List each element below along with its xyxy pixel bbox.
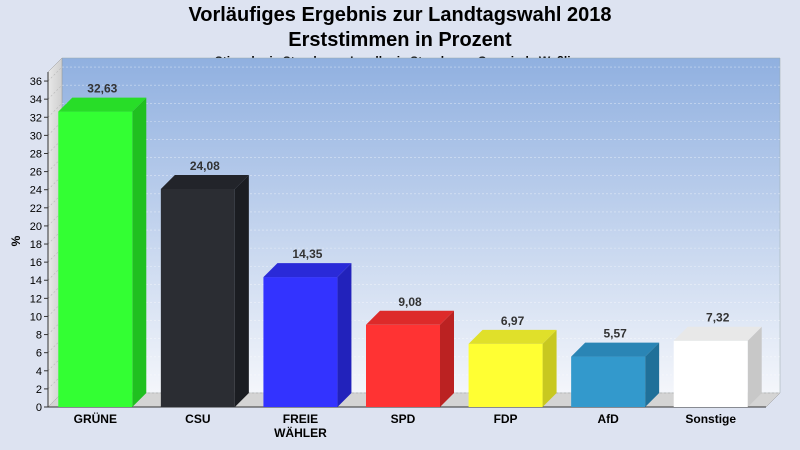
bar-side xyxy=(234,174,249,407)
data-label: 14,35 xyxy=(292,247,322,261)
data-label: 24,08 xyxy=(190,159,220,173)
data-label: 5,57 xyxy=(603,327,627,341)
y-tick-label: 20 xyxy=(30,221,42,233)
y-tick-label: 24 xyxy=(30,185,42,197)
bar-side xyxy=(337,263,352,407)
bar-top xyxy=(366,310,454,325)
chart-title: Vorläufiges Ergebnis zur Landtagswahl 20… xyxy=(188,4,612,26)
data-label: 7,32 xyxy=(706,311,730,325)
bar-side xyxy=(747,326,762,407)
y-tick-label: 4 xyxy=(36,366,42,378)
y-tick-label: 30 xyxy=(30,130,42,142)
grid-line xyxy=(47,103,63,118)
bar xyxy=(263,277,338,407)
bar-side xyxy=(645,342,660,407)
data-label: 6,97 xyxy=(501,314,525,328)
y-tick-label: 16 xyxy=(30,257,42,269)
y-tick-label: 2 xyxy=(36,384,42,396)
y-tick-label: 22 xyxy=(30,203,42,215)
bar-top xyxy=(160,174,249,189)
bar xyxy=(160,188,235,407)
x-tick-label: FREIE xyxy=(283,412,318,426)
y-tick-label: 26 xyxy=(30,167,42,179)
y-tick-label: 0 xyxy=(36,402,42,414)
y-tick-label: 6 xyxy=(36,348,42,360)
x-tick-label: CSU xyxy=(185,412,210,426)
y-tick-label: 32 xyxy=(30,112,42,124)
bar-side xyxy=(542,329,557,407)
x-tick-label: FDP xyxy=(494,412,518,426)
grid-line xyxy=(47,66,63,82)
y-tick-label: 34 xyxy=(30,94,42,106)
data-label: 32,63 xyxy=(87,82,117,96)
bar-side xyxy=(440,310,454,407)
y-tick-label: 12 xyxy=(30,293,42,305)
bar-top xyxy=(58,97,147,112)
x-tick-label: GRÜNE xyxy=(74,411,117,426)
y-tick-label: 18 xyxy=(30,239,42,251)
bar-top xyxy=(263,263,352,278)
bar xyxy=(468,343,543,407)
y-tick-label: 28 xyxy=(30,148,42,160)
y-tick-label: 14 xyxy=(30,275,42,287)
chart-subtitle: Erststimmen in Prozent xyxy=(288,29,512,51)
x-tick-label: Sonstige xyxy=(685,412,736,426)
grid-line xyxy=(47,84,63,100)
bar-top xyxy=(673,326,762,341)
data-label: 9,08 xyxy=(398,295,422,309)
x-tick-label: WÄHLER xyxy=(274,425,327,440)
bar-top xyxy=(571,342,660,357)
x-tick-label: AfD xyxy=(597,412,619,426)
y-axis-label: % xyxy=(9,235,23,246)
bar xyxy=(673,340,748,407)
bar-top xyxy=(468,329,557,344)
bar-side xyxy=(132,97,147,407)
y-tick-label: 8 xyxy=(36,330,42,342)
bar xyxy=(366,324,440,407)
bar xyxy=(58,111,133,407)
y-tick-label: 10 xyxy=(30,311,42,323)
bar xyxy=(571,356,646,407)
y-tick-label: 36 xyxy=(30,76,42,88)
x-tick-label: SPD xyxy=(391,412,416,426)
